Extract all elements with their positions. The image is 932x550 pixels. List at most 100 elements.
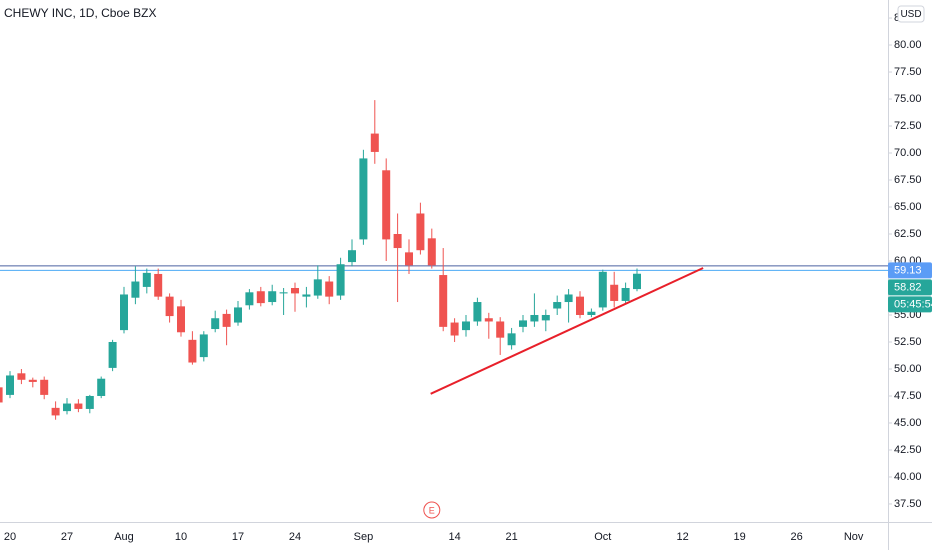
x-tick-label: 21 bbox=[505, 531, 517, 543]
x-tick-label: 14 bbox=[448, 531, 460, 543]
candle-body bbox=[621, 287, 630, 301]
candle-body bbox=[120, 294, 128, 331]
candle-body bbox=[473, 302, 482, 322]
candle-body bbox=[302, 294, 311, 297]
currency-label[interactable]: USD bbox=[900, 9, 921, 20]
y-tick-label: 80.00 bbox=[894, 39, 922, 51]
x-tick-label: 26 bbox=[790, 531, 802, 543]
candle-body bbox=[348, 250, 356, 263]
candle-body bbox=[245, 292, 254, 306]
candle-body bbox=[0, 387, 3, 403]
last-price-label-box bbox=[888, 279, 932, 296]
x-tick-label: 20 bbox=[4, 531, 16, 543]
event-label: E bbox=[429, 505, 435, 515]
y-tick-label: 70.00 bbox=[894, 147, 922, 159]
candle-body bbox=[131, 281, 140, 298]
candle-body bbox=[393, 234, 402, 249]
candle-body bbox=[382, 170, 391, 240]
candle-body bbox=[553, 302, 562, 309]
candle-body bbox=[28, 379, 37, 382]
candle-body bbox=[325, 281, 334, 297]
candle-body bbox=[370, 133, 379, 152]
trendline bbox=[430, 267, 704, 395]
candle-body bbox=[598, 271, 607, 308]
candle-body bbox=[496, 321, 505, 338]
chart-title: CHEWY INC, 1D, Cboe BZX bbox=[4, 6, 156, 20]
y-tick-label: 37.50 bbox=[894, 498, 922, 510]
y-tick-label: 77.50 bbox=[894, 66, 922, 78]
candle-body bbox=[519, 320, 527, 327]
candle-body bbox=[85, 395, 94, 409]
candle-body bbox=[199, 334, 208, 358]
candle-body bbox=[587, 311, 596, 315]
x-tick-label: 24 bbox=[289, 531, 301, 543]
candle-body bbox=[222, 313, 231, 327]
y-tick-label: 75.00 bbox=[894, 93, 922, 105]
candle-body bbox=[427, 238, 436, 266]
x-tick-label: 19 bbox=[733, 531, 745, 543]
candle-body bbox=[313, 279, 322, 296]
candle-body bbox=[439, 275, 448, 327]
candle-body bbox=[40, 379, 49, 395]
candle-body bbox=[359, 158, 368, 240]
candle-body bbox=[6, 375, 14, 395]
y-tick-label: 67.50 bbox=[894, 174, 922, 186]
price-line-label: 59.13 bbox=[894, 264, 922, 276]
x-tick-label: 27 bbox=[61, 531, 73, 543]
candle-body bbox=[336, 264, 345, 296]
candle-body bbox=[142, 272, 151, 287]
x-tick-label: Oct bbox=[594, 531, 611, 543]
x-tick-label: Aug bbox=[114, 531, 134, 543]
x-tick-label: Sep bbox=[354, 531, 374, 543]
candle-body bbox=[51, 407, 60, 416]
x-tick-label: 10 bbox=[175, 531, 187, 543]
candle-body bbox=[165, 296, 174, 317]
candle-body bbox=[17, 373, 26, 380]
y-tick-label: 47.50 bbox=[894, 390, 922, 402]
y-tick-label: 45.00 bbox=[894, 417, 922, 429]
candle-body bbox=[234, 307, 242, 323]
candle-body bbox=[484, 318, 493, 322]
candle-body bbox=[97, 378, 106, 396]
y-tick-label: 40.00 bbox=[894, 471, 922, 483]
candle-body bbox=[576, 296, 584, 315]
x-tick-label: Nov bbox=[844, 531, 864, 543]
countdown-label: 05:45:54 bbox=[894, 298, 932, 310]
candle-body bbox=[633, 273, 641, 290]
candle-body bbox=[256, 291, 265, 304]
y-tick-label: 72.50 bbox=[894, 120, 922, 132]
event-marker bbox=[423, 501, 441, 519]
candle-body bbox=[416, 213, 425, 251]
candle-body bbox=[530, 314, 539, 322]
x-tick-label: 12 bbox=[676, 531, 688, 543]
y-tick-label: 52.50 bbox=[894, 336, 922, 348]
currency-box[interactable] bbox=[897, 5, 925, 23]
candle-body bbox=[268, 291, 277, 303]
candle-body bbox=[507, 333, 516, 346]
last-price-label: 58.82 bbox=[894, 281, 922, 293]
y-tick-label: 65.00 bbox=[894, 201, 922, 213]
price-line-label-box bbox=[888, 262, 932, 279]
candle-body bbox=[279, 292, 288, 294]
candle-body bbox=[188, 339, 197, 363]
y-tick-label: 42.50 bbox=[894, 444, 922, 456]
y-tick-label: 62.50 bbox=[894, 228, 922, 240]
candle-body bbox=[291, 287, 299, 294]
candle-body bbox=[564, 294, 573, 303]
candle-body bbox=[211, 318, 220, 330]
candle-body bbox=[177, 306, 185, 333]
candle-body bbox=[74, 403, 83, 409]
candle-body bbox=[108, 341, 117, 368]
x-tick-label: 17 bbox=[232, 531, 244, 543]
candle-body bbox=[462, 321, 470, 331]
candle-body bbox=[405, 252, 413, 266]
candle-body bbox=[450, 322, 459, 336]
y-tick-label: 50.00 bbox=[894, 363, 922, 375]
candle-body bbox=[63, 403, 71, 412]
plot-area bbox=[0, 100, 888, 420]
candle-body bbox=[610, 284, 619, 301]
countdown-label-box bbox=[888, 296, 932, 313]
candle-body bbox=[541, 314, 550, 321]
